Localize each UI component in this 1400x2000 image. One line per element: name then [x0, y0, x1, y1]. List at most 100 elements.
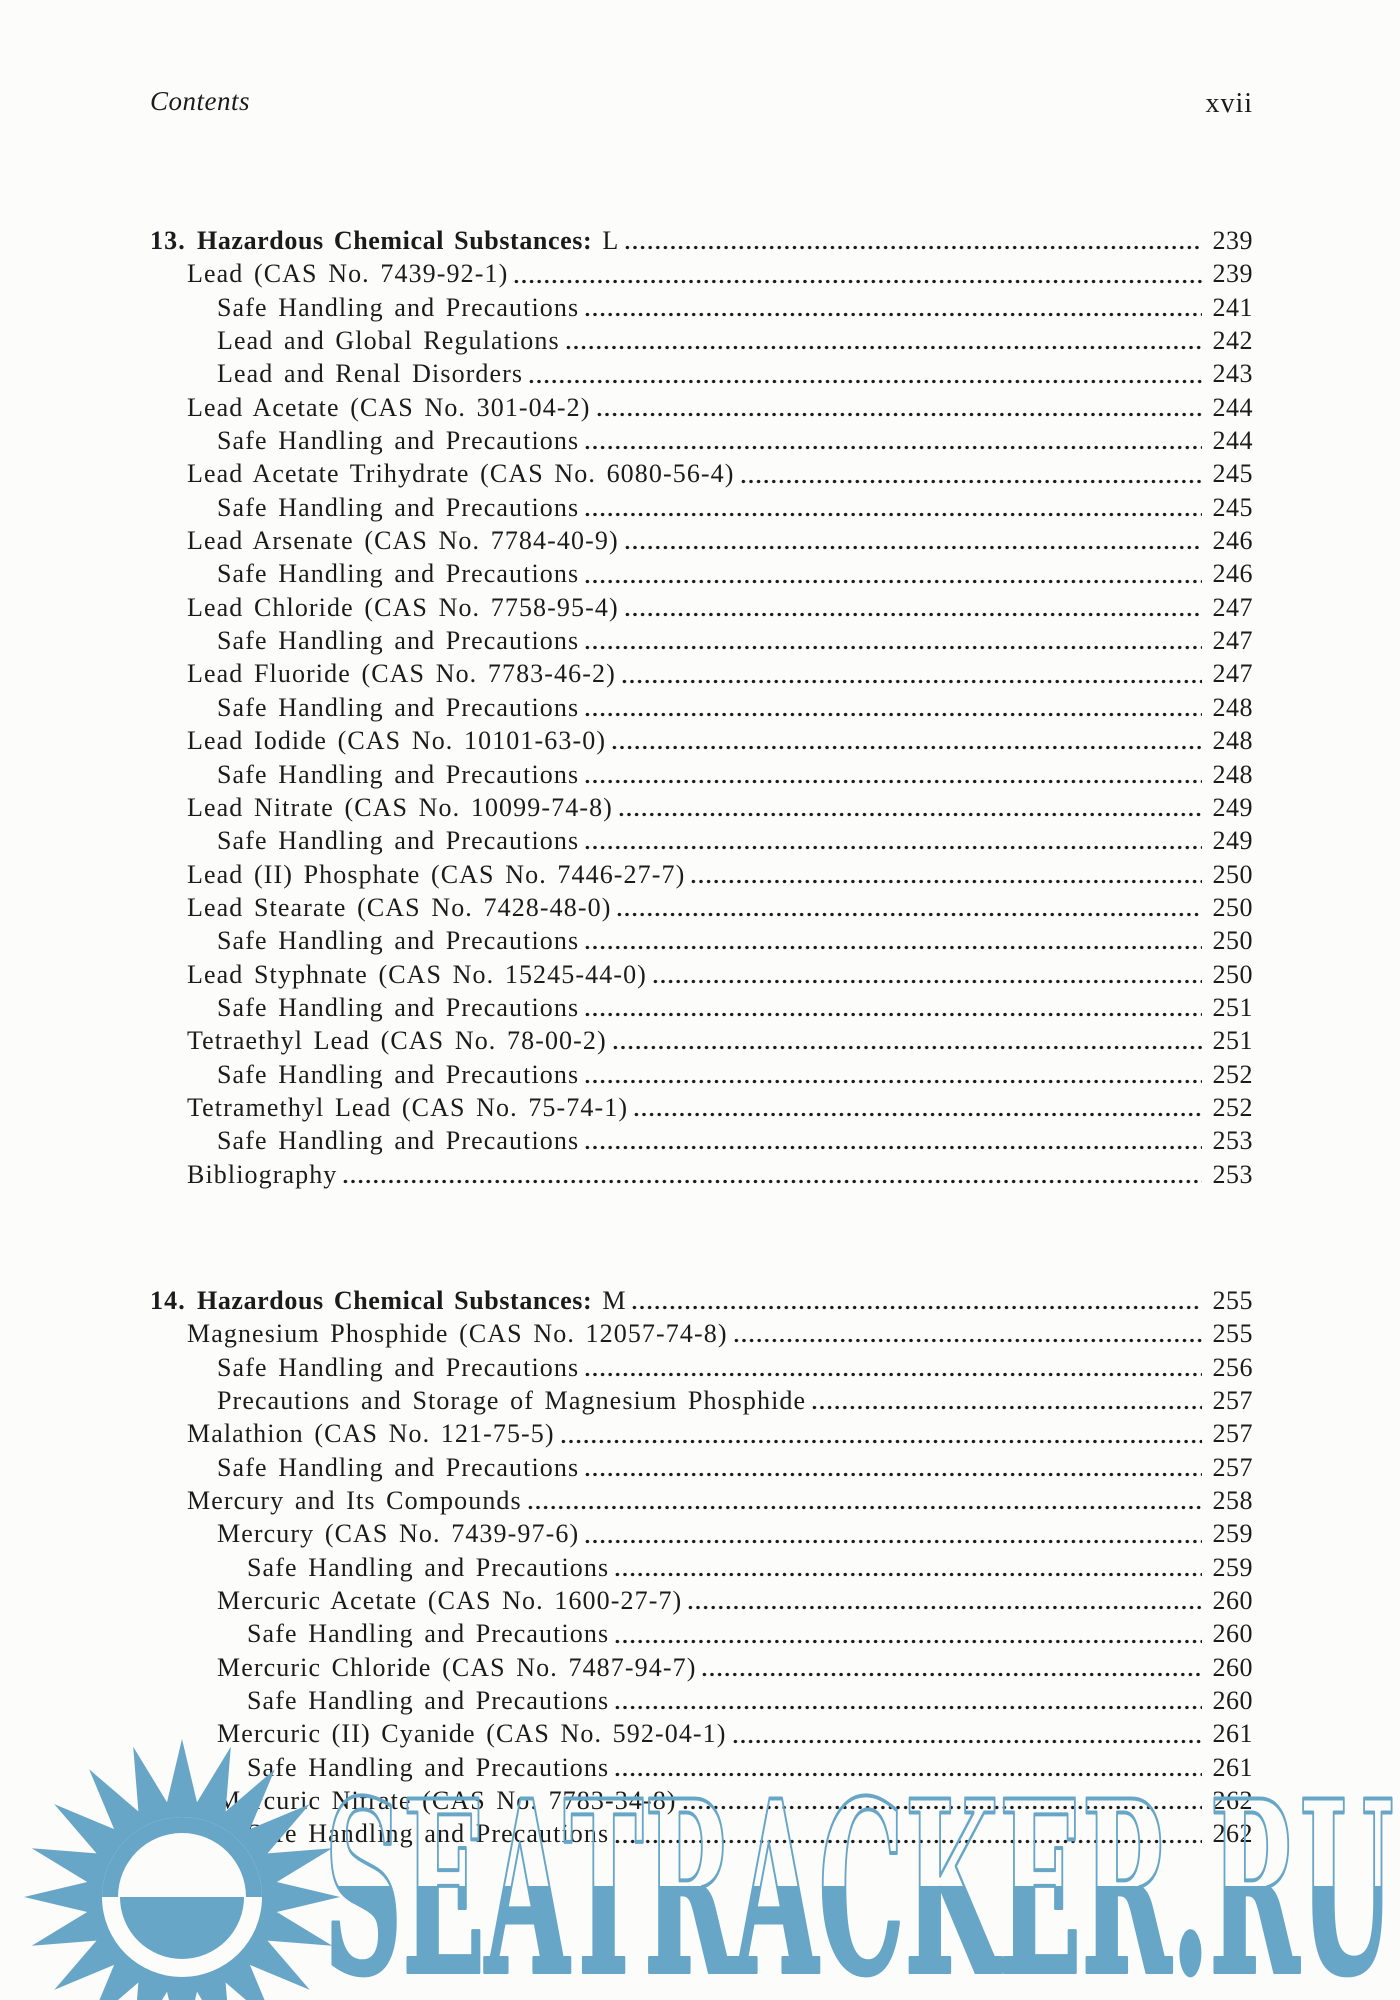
toc-entry-row: Lead Fluoride (CAS No. 7783-46-2) 247 — [150, 657, 1253, 691]
entry-page-number: 248 — [1212, 726, 1253, 756]
entry-label: Safe Handling and Precautions — [247, 1619, 610, 1649]
entry-label: Precautions and Storage of Magnesium Pho… — [217, 1386, 807, 1415]
toc-entry-row: Magnesium Phosphide (CAS No. 12057-74-8)… — [150, 1317, 1253, 1351]
dot-leader — [615, 1684, 1202, 1718]
toc-entry-row: Bibliography 253 — [150, 1157, 1253, 1191]
entry-page-number: 244 — [1212, 392, 1253, 422]
toc-entry-row: Mercuric Chloride (CAS No. 7487-94-7) 260 — [150, 1650, 1253, 1685]
entry-page-number: 247 — [1212, 659, 1253, 689]
chapter-page-number: 239 — [1212, 226, 1253, 255]
entry-page-number: 262 — [1212, 1786, 1253, 1816]
entry-page-number: 257 — [1212, 1419, 1253, 1449]
entry-page-number: 250 — [1212, 959, 1253, 989]
dot-leader — [618, 790, 1202, 825]
watermark-text: SEATRACKER.RU — [324, 1786, 1394, 2000]
dot-leader — [615, 1750, 1202, 1785]
toc-entry-row: Safe Handling and Precautions 247 — [150, 624, 1253, 658]
entry-label: Lead (CAS No. 7439-92-1) — [187, 259, 509, 289]
chapter-heading-row: 13. Hazardous Chemical Substances: L 239 — [150, 224, 1253, 258]
entry-page-number: 248 — [1212, 759, 1253, 789]
sun-shapes — [24, 1739, 340, 2000]
entry-page-number: 251 — [1212, 992, 1253, 1022]
toc-entry-row: Lead Acetate (CAS No. 301-04-2) 244 — [150, 390, 1253, 425]
dot-leader — [652, 957, 1202, 991]
entry-page-number: 246 — [1212, 526, 1253, 556]
toc-entry-row: Safe Handling and Precautions 260 — [150, 1684, 1253, 1718]
entry-label: Safe Handling and Precautions — [217, 292, 580, 322]
entry-label: Lead Arsenate (CAS No. 7784-40-9) — [187, 526, 619, 556]
toc-entry-row: Mercuric Acetate (CAS No. 1600-27-7) 260 — [150, 1584, 1253, 1618]
toc-entry-row: Mercuric Nitrate (CAS No. 7783-34-8) 262 — [150, 1784, 1253, 1818]
entry-page-number: 250 — [1212, 926, 1253, 956]
toc-entry-row: Safe Handling and Precautions 252 — [150, 1057, 1253, 1091]
entry-page-number: 243 — [1212, 359, 1253, 389]
entry-page-number: 248 — [1212, 692, 1253, 722]
toc-entry-row: Lead Acetate Trihydrate (CAS No. 6080-56… — [150, 457, 1253, 491]
entry-label: Safe Handling and Precautions — [217, 626, 580, 656]
dot-leader — [585, 924, 1202, 958]
entry-label: Mercuric (II) Cyanide (CAS No. 592-04-1) — [217, 1719, 727, 1749]
entry-page-number: 246 — [1212, 559, 1253, 589]
entry-page-number: 259 — [1212, 1519, 1253, 1549]
toc-entry-row: Safe Handling and Precautions 251 — [150, 990, 1253, 1025]
toc-chapter: 13. Hazardous Chemical Substances: L 239 Le… — [150, 224, 1253, 1191]
chapter-number: 13. — [150, 226, 186, 255]
entry-page-number: 260 — [1212, 1619, 1253, 1649]
toc-entry-row: Safe Handling and Precautions 261 — [150, 1750, 1253, 1785]
entry-label: Safe Handling and Precautions — [217, 1452, 580, 1482]
dot-leader — [688, 1584, 1202, 1618]
entry-label: Mercury (CAS No. 7439-97-6) — [217, 1519, 580, 1549]
entry-page-number: 261 — [1212, 1719, 1253, 1749]
entry-label: Safe Handling and Precautions — [217, 826, 580, 856]
entry-page-number: 258 — [1212, 1486, 1253, 1516]
toc-entry-row: Safe Handling and Precautions 256 — [150, 1350, 1253, 1384]
toc-entry-row: Safe Handling and Precautions 253 — [150, 1124, 1253, 1158]
entry-page-number: 245 — [1212, 492, 1253, 522]
running-header-title: Contents — [150, 86, 251, 116]
toc-entry-row: Safe Handling and Precautions 246 — [150, 557, 1253, 591]
dot-leader — [565, 324, 1202, 358]
toc-entry-row: Mercury and Its Compounds 258 — [150, 1484, 1253, 1518]
dot-leader — [585, 557, 1202, 591]
toc-entry-row: Lead and Global Regulations 242 — [150, 324, 1253, 358]
entry-page-number: 249 — [1212, 826, 1253, 856]
dot-leader — [740, 457, 1202, 491]
entry-label: Mercuric Nitrate (CAS No. 7783-34-8) — [217, 1786, 677, 1816]
entry-label: Lead Styphnate (CAS No. 15245-44-0) — [187, 959, 647, 989]
dot-leader — [634, 1090, 1202, 1125]
dot-leader — [702, 1650, 1202, 1685]
entry-label: Tetramethyl Lead (CAS No. 75-74-1) — [187, 1092, 629, 1122]
toc-entry-row: Tetramethyl Lead (CAS No. 75-74-1) 252 — [150, 1090, 1253, 1125]
entry-page-number: 247 — [1212, 626, 1253, 656]
dot-leader — [560, 1417, 1202, 1451]
toc-entry-row: Lead Nitrate (CAS No. 10099-74-8) 249 — [150, 790, 1253, 825]
entry-page-number: 262 — [1212, 1819, 1253, 1849]
entry-label: Lead and Renal Disorders — [217, 359, 524, 389]
toc-entry-row: Safe Handling and Precautions 260 — [150, 1617, 1253, 1651]
entry-label: Safe Handling and Precautions — [217, 926, 580, 956]
entry-label: Lead Stearate (CAS No. 7428-48-0) — [187, 892, 612, 922]
toc-entry-row: Lead (II) Phosphate (CAS No. 7446-27-7) 2… — [150, 857, 1253, 891]
chapter-heading-row: 14. Hazardous Chemical Substances: M 255 — [150, 1283, 1253, 1318]
entry-label: Lead Acetate Trihydrate (CAS No. 6080-56… — [187, 459, 735, 489]
toc-entry-row: Safe Handling and Precautions 250 — [150, 924, 1253, 958]
entry-label: Safe Handling and Precautions — [217, 492, 580, 522]
entry-label: Mercuric Chloride (CAS No. 7487-94-7) — [217, 1652, 697, 1682]
toc-entry-row: Safe Handling and Precautions 248 — [150, 690, 1253, 725]
toc-entry-row: Safe Handling and Precautions 259 — [150, 1550, 1253, 1585]
dot-leader — [527, 1484, 1202, 1518]
toc-entry-row: Safe Handling and Precautions 262 — [150, 1817, 1253, 1851]
toc-entry-row: Safe Handling and Precautions 244 — [150, 424, 1253, 458]
entry-page-number: 260 — [1212, 1586, 1253, 1616]
dot-leader — [733, 1317, 1202, 1351]
entry-label: Safe Handling and Precautions — [217, 1059, 580, 1089]
entry-page-number: 250 — [1212, 892, 1253, 922]
entry-label: Mercury and Its Compounds — [187, 1486, 522, 1516]
entry-page-number: 244 — [1212, 426, 1253, 456]
entry-page-number: 239 — [1212, 259, 1253, 289]
toc-entry-row: Lead and Renal Disorders 243 — [150, 357, 1253, 391]
entry-label: Lead Chloride (CAS No. 7758-95-4) — [187, 592, 619, 622]
entry-label: Safe Handling and Precautions — [217, 992, 580, 1022]
sun-logo-icon — [24, 1739, 340, 2000]
dot-leader — [615, 1550, 1202, 1585]
